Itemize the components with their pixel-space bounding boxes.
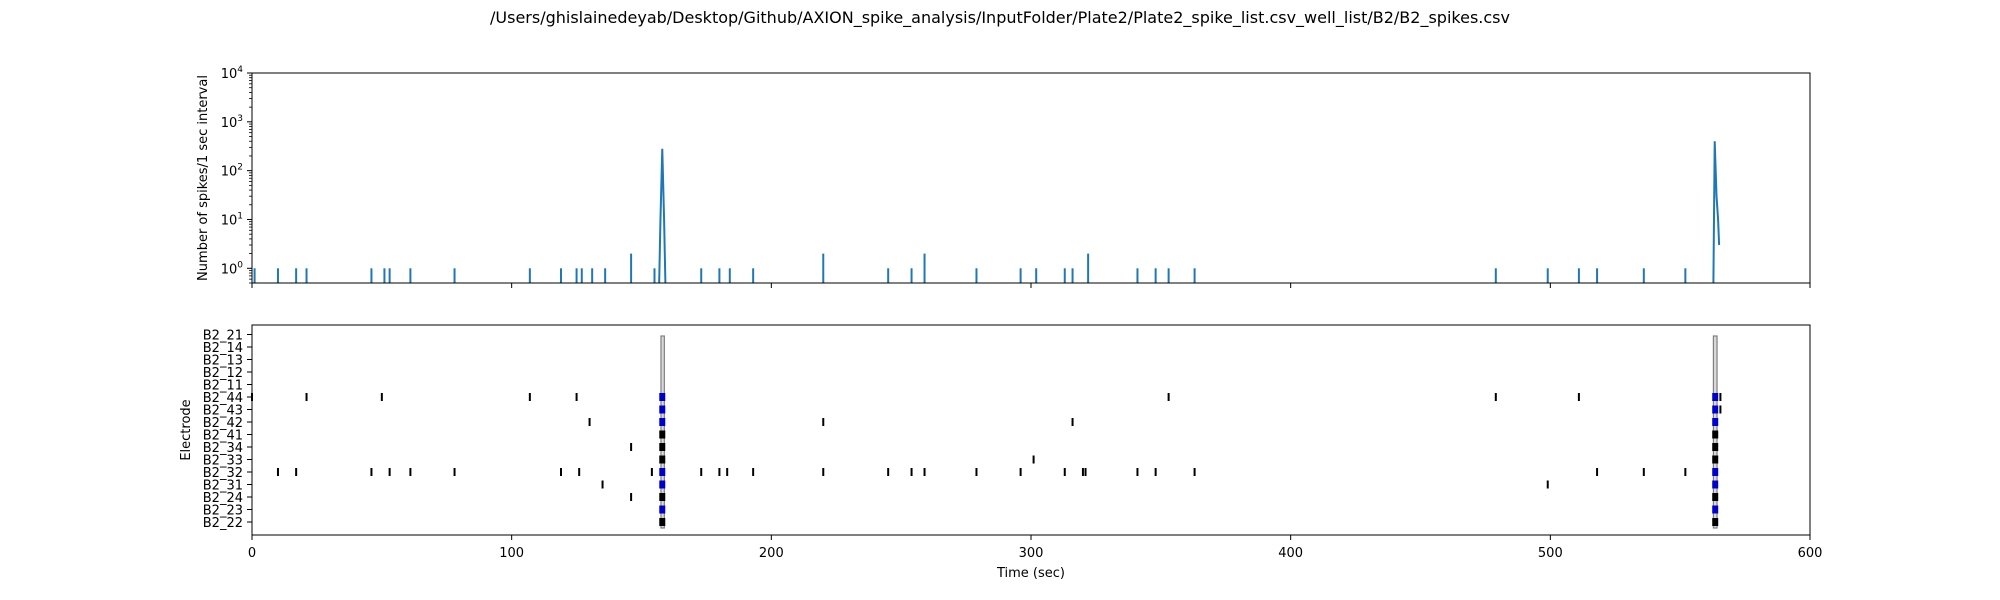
electrode-label-B2_14: B2_14 — [203, 341, 243, 356]
electrode-label-B2_23: B2_23 — [203, 504, 243, 519]
burst-mark-0-0 — [659, 518, 666, 526]
electrode-label-B2_11: B2_11 — [203, 379, 243, 394]
burst-mark-1-0 — [1712, 518, 1719, 526]
burst-mark-1-3 — [1712, 480, 1719, 489]
bottom-xlabel: Time (sec) — [996, 566, 1065, 581]
burst-mark-1-4 — [1712, 468, 1719, 476]
burst-mark-0-3 — [659, 480, 666, 489]
burst-mark-1-2 — [1712, 493, 1719, 501]
electrode-label-B2_31: B2_31 — [203, 479, 243, 494]
electrode-label-B2_22: B2_22 — [203, 516, 243, 531]
bottom-xtick-label-6: 600 — [1798, 546, 1823, 561]
top-ylabel: Number of spikes/1 sec interval — [196, 75, 211, 281]
bottom-xtick-label-0: 0 — [248, 546, 256, 561]
bottom-ylabel: Electrode — [179, 399, 194, 460]
spike-count-chart: 100 101 102 103 104 Number of spikes/1 sec in… — [196, 65, 1811, 288]
bottom-xtick-label-1: 100 — [499, 546, 524, 561]
burst-mark-0-10 — [659, 393, 666, 401]
top-ytick-label-2: 102 — [221, 163, 243, 180]
figure-title: /Users/ghislainedeyab/Desktop/Github/AXI… — [490, 8, 1510, 27]
top-ytick-label-4: 104 — [221, 65, 244, 82]
burst-mark-0-1 — [659, 505, 666, 514]
burst-mark-1-1 — [1712, 505, 1719, 514]
electrode-label-B2_41: B2_41 — [203, 429, 243, 444]
bottom-xtick-label-3: 300 — [1019, 546, 1044, 561]
electrode-label-B2_21: B2_21 — [203, 329, 243, 344]
electrode-label-B2_34: B2_34 — [203, 441, 243, 456]
electrode-label-B2_44: B2_44 — [203, 391, 243, 406]
electrode-label-B2_24: B2_24 — [203, 491, 243, 506]
electrode-label-B2_12: B2_12 — [203, 366, 243, 381]
top-ytick-label-0: 100 — [221, 260, 244, 277]
bottom-xtick-label-2: 200 — [759, 546, 784, 561]
bottom-xtick-label-4: 400 — [1278, 546, 1303, 561]
burst-mark-0-2 — [659, 493, 666, 501]
bottom-xtick-label-5: 500 — [1538, 546, 1563, 561]
electrode-label-B2_42: B2_42 — [203, 416, 243, 431]
burst-mark-0-4 — [659, 468, 666, 476]
burst-mark-1-7 — [1712, 430, 1719, 439]
electrode-label-B2_43: B2_43 — [203, 404, 243, 419]
burst-peak-line-1 — [1712, 141, 1721, 284]
burst-mark-1-5 — [1712, 455, 1719, 464]
electrode-label-B2_32: B2_32 — [203, 466, 243, 481]
burst-mark-0-7 — [659, 430, 666, 439]
electrode-label-B2_13: B2_13 — [203, 354, 243, 369]
top-ytick-label-1: 101 — [221, 211, 243, 228]
burst-mark-1-9 — [1712, 405, 1719, 414]
burst-mark-0-9 — [659, 405, 666, 414]
burst-mark-0-6 — [659, 443, 666, 451]
raster-chart: B2_22B2_23B2_24B2_31B2_32B2_33B2_34B2_41… — [179, 324, 1823, 581]
burst-mark-1-6 — [1712, 443, 1719, 451]
top-axes-frame — [251, 72, 1811, 284]
electrode-label-B2_33: B2_33 — [203, 454, 243, 469]
bottom-axes-frame — [251, 324, 1811, 536]
burst-peak-line-0 — [658, 148, 667, 284]
burst-mark-0-8 — [659, 418, 666, 426]
burst-mark-0-5 — [659, 455, 666, 464]
burst-mark-1-10 — [1712, 393, 1719, 401]
top-ytick-label-3: 103 — [221, 114, 243, 131]
burst-mark-1-8 — [1712, 418, 1719, 426]
